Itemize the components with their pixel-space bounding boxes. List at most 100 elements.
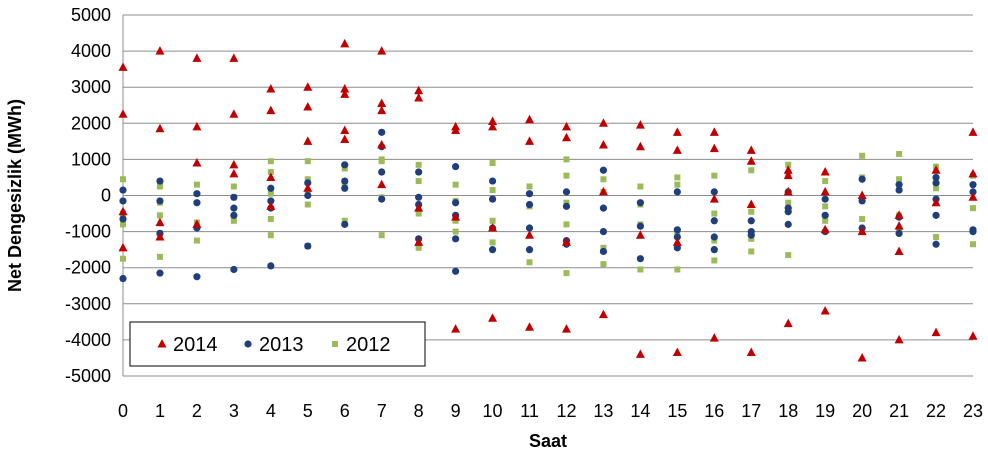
data-point-2013 [710,233,718,241]
data-point-2013 [858,175,866,183]
data-point-2014 [118,62,128,71]
series-2012 [120,150,976,277]
data-point-2012 [600,176,607,183]
data-point-2014 [635,141,645,151]
data-point-2014 [192,121,202,131]
gridlines [123,14,973,341]
x-tick-label: 5 [303,401,313,421]
data-point-2014 [229,168,239,178]
data-point-2012 [970,241,976,248]
data-point-2012 [674,266,681,273]
data-point-2014 [451,212,461,221]
data-point-2014 [488,313,498,322]
data-point-2013 [969,181,977,189]
data-point-2013 [599,166,608,174]
data-point-2013 [969,188,977,196]
data-point-2012 [452,217,459,224]
data-point-2012 [748,235,755,242]
data-point-2012 [156,212,163,219]
data-point-2012 [711,210,718,217]
data-point-2014 [303,102,313,111]
x-tick-label: 15 [667,401,687,421]
data-point-2014 [525,322,535,331]
data-point-2013 [562,188,571,196]
legend-box [129,321,426,367]
x-tick-label: 10 [483,401,503,421]
data-point-2013 [488,177,497,185]
data-point-2013 [932,240,940,248]
data-point-2012 [526,183,533,190]
data-point-2012 [933,234,940,241]
data-point-2014 [229,159,239,169]
data-point-2014 [266,201,276,210]
data-point-2012 [933,185,940,192]
data-point-2012 [415,210,422,217]
data-point-2012 [563,199,570,206]
data-point-2014 [340,84,350,93]
data-point-2012 [267,158,274,165]
data-point-2014 [672,145,682,154]
data-point-2014 [783,186,793,196]
data-point-2013 [599,228,608,236]
data-point-2013 [230,265,238,274]
data-point-2012 [378,158,385,165]
data-point-2012 [489,239,496,246]
data-point-2014 [377,139,387,149]
data-point-2013 [156,177,164,185]
data-point-2014 [746,156,756,165]
data-point-2013 [230,211,238,219]
data-point-2014 [488,121,498,131]
x-tick-label: 7 [377,401,387,421]
data-point-2013 [932,173,940,182]
data-point-2012 [748,248,755,255]
data-point-2014 [857,190,867,199]
data-point-2013 [452,235,460,243]
data-point-2013 [156,269,164,277]
data-point-2012 [341,165,348,172]
data-point-2012 [563,270,570,277]
data-point-2012 [378,232,385,239]
data-point-2013 [932,179,940,187]
data-point-2013 [599,204,608,212]
data-point-2014 [931,197,941,207]
data-point-2014 [820,167,830,176]
data-point-2014 [672,237,682,246]
data-point-2013 [636,222,644,230]
data-point-2012 [785,199,792,206]
data-point-2013 [193,273,201,281]
data-point-2013 [784,220,792,228]
data-point-2012 [674,230,681,237]
data-point-2012 [674,181,681,188]
data-point-2012 [674,174,681,181]
data-point-2013 [415,168,423,176]
y-tick-label: -5000 [65,366,111,386]
data-point-2012 [156,253,163,260]
legend-label-2013: 2013 [259,334,304,356]
data-point-2014 [266,105,276,115]
data-point-2014 [414,237,424,246]
data-point-2014 [561,121,571,131]
data-point-2014 [118,242,128,252]
legend-label-2012: 2012 [346,334,391,356]
data-point-2014 [746,199,756,209]
data-point-2014 [525,136,535,145]
data-point-2013 [488,195,497,203]
legend-marker-2013 [244,340,252,348]
data-point-2012 [230,217,237,224]
x-tick-label: 12 [556,401,576,421]
data-point-2013 [932,211,940,219]
data-point-2013 [341,184,349,192]
data-point-2012 [120,176,126,183]
data-point-2014 [783,318,793,328]
data-point-2014 [525,230,535,239]
data-point-2013 [378,195,386,203]
data-point-2012 [415,244,422,251]
data-point-2012 [711,257,718,264]
data-point-2013 [156,197,164,205]
data-point-2014 [598,309,608,319]
y-tick-label: 2000 [71,113,111,133]
data-point-2012 [489,160,496,167]
data-point-2012 [267,215,274,222]
data-point-2013 [193,190,201,198]
